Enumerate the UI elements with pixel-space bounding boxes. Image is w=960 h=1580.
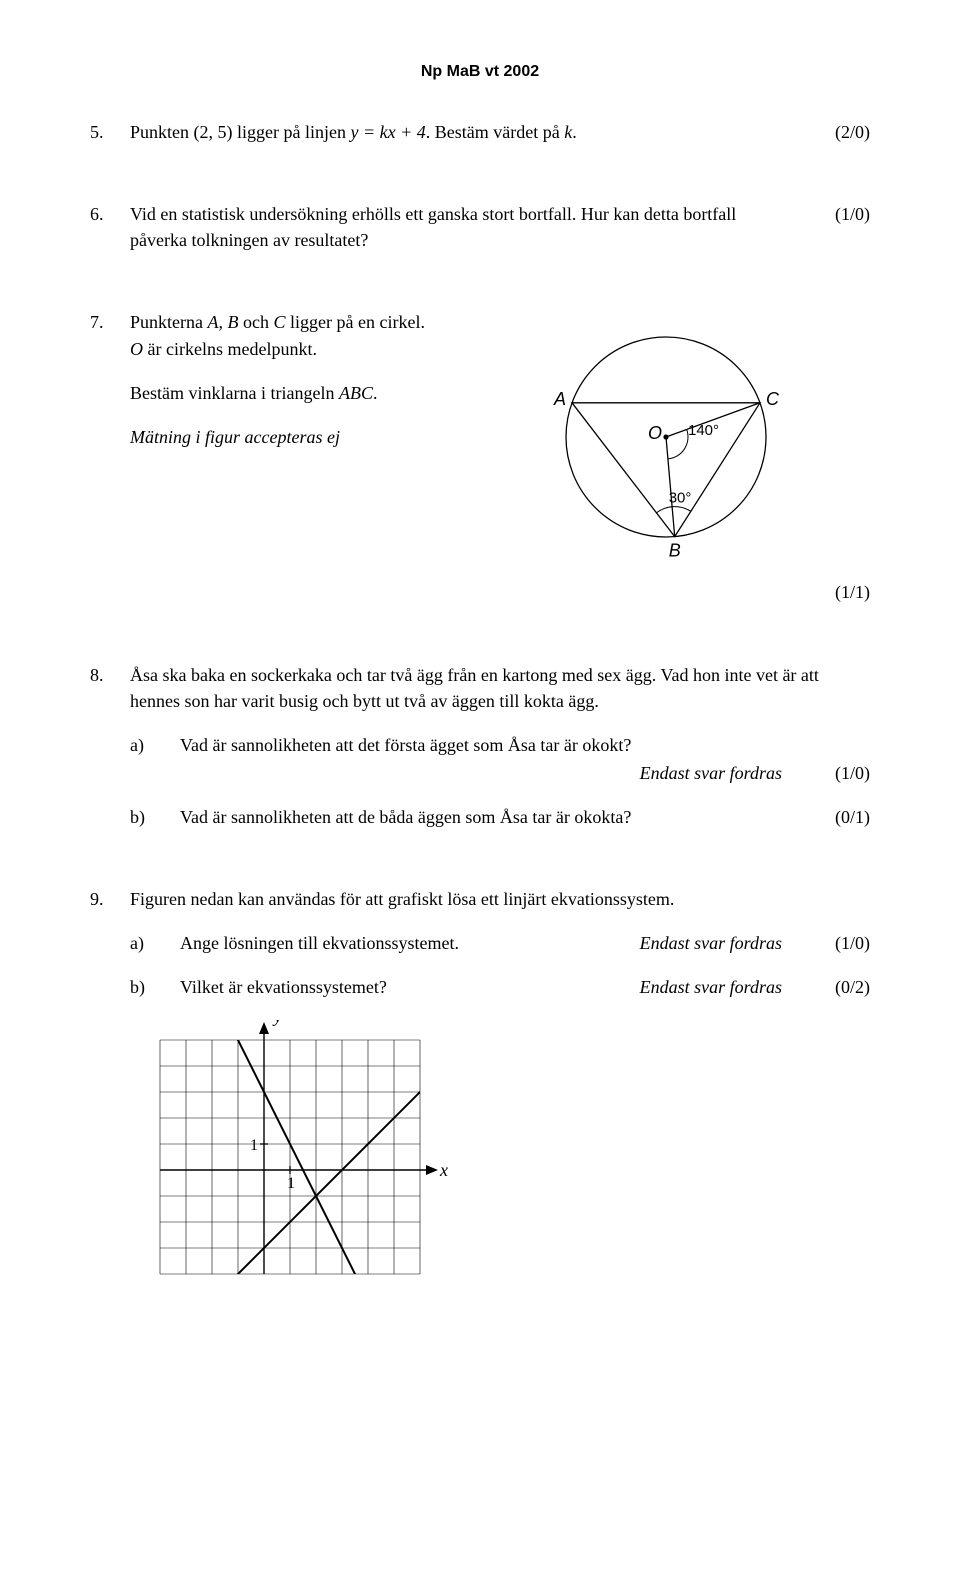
q8a-text: Vad är sannolikheten att det första ägge… (180, 732, 782, 758)
q5-points: (2/0) (810, 119, 870, 145)
q9-number: 9. (90, 886, 116, 912)
svg-text:x: x (439, 1160, 448, 1180)
q5-equation: y = kx + 4 (350, 122, 425, 142)
q7-l3a: Bestäm vinklarna i triangeln (130, 383, 339, 403)
q5-number: 5. (90, 119, 116, 145)
q9a-text: Ange lösningen till ekvationssystemet. (180, 930, 584, 956)
q7-c: C (273, 312, 285, 332)
svg-text:O: O (648, 423, 662, 443)
q7-o: O (130, 339, 143, 359)
svg-text:A: A (553, 389, 566, 409)
q9b-label: b) (130, 974, 152, 1000)
q9a-label: a) (130, 930, 152, 956)
q8a-label: a) (130, 732, 152, 786)
q9b-points: (0/2) (810, 974, 870, 1000)
q6-body: Vid en statistisk undersökning erhölls e… (130, 201, 796, 253)
q8a-points: (1/0) (810, 760, 870, 786)
q8b-text: Vad är sannolikheten att de båda äggen s… (180, 804, 782, 830)
svg-text:C: C (766, 389, 780, 409)
q7-figure: A C B O 140° 30° (536, 309, 796, 569)
q7-l3c: . (373, 383, 378, 403)
q7-number: 7. (90, 309, 116, 335)
q5-text3: . (572, 122, 577, 142)
q7-text: Punkterna A, B och C ligger på en cirkel… (130, 309, 526, 449)
problem-9: 9. Figuren nedan kan användas för att gr… (90, 886, 870, 1304)
problem-6: 6. Vid en statistisk undersökning erhöll… (90, 201, 870, 253)
q7-l1a: Punkterna (130, 312, 207, 332)
q7-l1b: och (238, 312, 273, 332)
problem-7: 7. Punkterna A, B och C ligger på en cir… (90, 309, 870, 605)
q5-text1: Punkten (2, 5) ligger på linjen (130, 122, 350, 142)
problem-5: 5. Punkten (2, 5) ligger på linjen y = k… (90, 119, 870, 145)
svg-text:1: 1 (287, 1175, 295, 1192)
q5-body: Punkten (2, 5) ligger på linjen y = kx +… (130, 119, 796, 145)
q7-points: (1/1) (90, 579, 870, 605)
q5-text2: . Bestäm värdet på (426, 122, 564, 142)
page-header: Np MaB vt 2002 (90, 60, 870, 83)
q7-l1c: ligger på en cirkel. (286, 312, 425, 332)
q9a-points: (1/0) (810, 930, 870, 956)
problem-8: 8. Åsa ska baka en sockerkaka och tar tv… (90, 662, 870, 830)
svg-text:1: 1 (250, 1137, 258, 1154)
q9-figure: y x 1 1 (130, 1020, 460, 1304)
svg-text:y: y (272, 1020, 282, 1026)
q9b-text: Vilket är ekvationssystemet? (180, 974, 584, 1000)
q7-note: Mätning i figur accepteras ej (130, 424, 526, 450)
q7-abc: ABC (339, 383, 373, 403)
q8-intro: Åsa ska baka en sockerkaka och tar två ä… (130, 662, 870, 714)
q9-intro: Figuren nedan kan användas för att grafi… (130, 886, 870, 912)
q8a-note: Endast svar fordras (640, 760, 782, 786)
q6-points: (1/0) (810, 201, 870, 227)
q6-number: 6. (90, 201, 116, 227)
q9a-note: Endast svar fordras (612, 930, 782, 956)
svg-text:140°: 140° (688, 422, 719, 439)
svg-text:30°: 30° (669, 490, 692, 507)
q8b-label: b) (130, 804, 152, 830)
q9b-note: Endast svar fordras (612, 974, 782, 1000)
q7-l2b: är cirkelns medelpunkt. (143, 339, 317, 359)
svg-text:B: B (669, 541, 681, 561)
q5-k: k (564, 122, 572, 142)
q8-number: 8. (90, 662, 116, 688)
q8b-points: (0/1) (810, 804, 870, 830)
q7-ab: A, B (207, 312, 238, 332)
